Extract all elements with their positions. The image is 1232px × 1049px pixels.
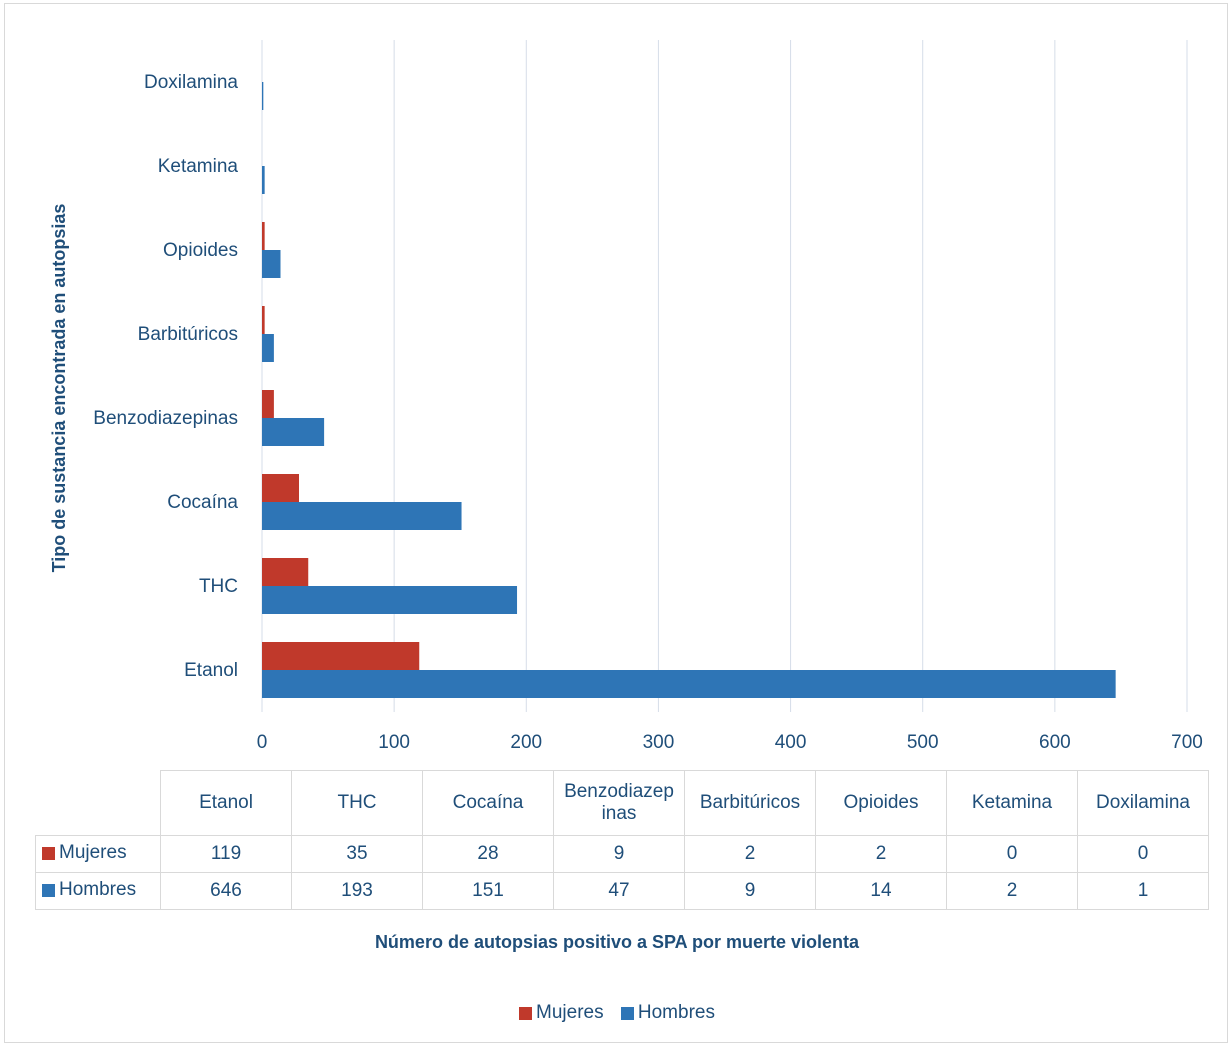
y-axis-title: Tipo de sustancia encontrada en autopsia… (49, 204, 69, 573)
x-axis-title: Número de autopsias positivo a SPA por m… (374, 932, 860, 952)
table-header-cell: Opioides (815, 770, 947, 836)
table-header-row: Etanol THC Cocaína Benzodiazep inas Barbitúr… (35, 770, 1209, 836)
x-tick-label: 200 (510, 732, 542, 753)
table-value-cell: 9 (684, 872, 816, 910)
x-tick-label: 600 (1039, 732, 1071, 753)
y-tick-label: Ketamina (158, 156, 239, 177)
bar-hombres (262, 82, 264, 110)
table-header-cell: Benzodiazep inas (553, 770, 685, 836)
bar-hombres (262, 502, 462, 530)
y-tick-label: THC (199, 576, 238, 597)
x-tick-label: 500 (907, 732, 939, 753)
bar-hombres (262, 334, 274, 362)
bar-chart-plot: 0 100 200 300 400 500 600 700 Etanol THC Cocaína Be… (49, 40, 1203, 753)
y-tick-label: Cocaína (167, 492, 238, 513)
row-key-swatch (42, 883, 55, 897)
row-key-content: Hombres (36, 879, 136, 901)
table-row: Mujeres 119 35 28 9 2 2 0 0 (35, 835, 1209, 873)
x-tick-label: 300 (643, 732, 675, 753)
table-value-cell: 151 (422, 872, 554, 910)
legend-label-mujeres: Mujeres (536, 1002, 604, 1023)
table-value-cell: 0 (1077, 835, 1209, 873)
table-header-cell: Etanol (160, 770, 292, 836)
table-header-cell: THC (291, 770, 423, 836)
bar-mujeres (262, 558, 309, 586)
y-tick-label: Etanol (184, 660, 238, 681)
bar-hombres (262, 670, 1116, 698)
table-value-cell: 47 (553, 872, 685, 910)
table-corner-cell (35, 770, 161, 836)
table-value-cell: 646 (160, 872, 292, 910)
table-value-cell: 1 (1077, 872, 1209, 910)
table-header-cell: Ketamina (946, 770, 1078, 836)
table-value-cell: 35 (291, 835, 423, 873)
bar-mujeres (262, 474, 299, 502)
bar-mujeres (262, 642, 420, 670)
row-key-content: Mujeres (36, 842, 127, 864)
table-value-cell: 119 (160, 835, 292, 873)
table-value-cell: 2 (815, 835, 947, 873)
table-row: Hombres 646 193 151 47 9 14 2 1 (35, 872, 1209, 910)
bar-hombres (262, 250, 281, 278)
x-tick-label: 100 (378, 732, 410, 753)
x-tick-label: 700 (1171, 732, 1203, 753)
table-value-cell: 0 (946, 835, 1078, 873)
table-value-cell: 9 (553, 835, 685, 873)
legend: Mujeres Hombres (5, 1002, 1229, 1026)
bar-mujeres (262, 390, 274, 418)
row-key-label: Mujeres (59, 842, 127, 864)
table-row-key: Mujeres (35, 835, 161, 873)
bar-mujeres (262, 306, 265, 334)
y-tick-label: Benzodiazepinas (93, 408, 238, 429)
y-tick-label: Barbitúricos (138, 324, 238, 345)
legend-swatch-mujeres (519, 1006, 533, 1020)
data-table: Etanol THC Cocaína Benzodiazep inas Barbitúr… (35, 770, 1209, 910)
legend-swatch-hombres (620, 1006, 634, 1020)
bar-mujeres (262, 222, 265, 250)
table-header-cell: Barbitúricos (684, 770, 816, 836)
y-tick-label: Doxilamina (144, 72, 238, 93)
table-row-key: Hombres (35, 872, 161, 910)
x-tick-label: 400 (775, 732, 807, 753)
legend-label-hombres: Hombres (637, 1002, 715, 1023)
table-value-cell: 14 (815, 872, 947, 910)
row-key-label: Hombres (59, 879, 137, 901)
legend-item-mujeres: Mujeres (519, 1002, 604, 1024)
table-value-cell: 193 (291, 872, 423, 910)
table-value-cell: 2 (684, 835, 816, 873)
chart-container: 0 100 200 300 400 500 600 700 Etanol THC Cocaína Be… (4, 3, 1228, 1043)
y-tick-label: Opioides (163, 240, 238, 261)
bar-hombres (262, 586, 518, 614)
table-header-cell: Cocaína (422, 770, 554, 836)
bar-hombres (262, 166, 265, 194)
table-value-cell: 28 (422, 835, 554, 873)
table-header-cell: Doxilamina (1077, 770, 1209, 836)
x-tick-label: 0 (257, 732, 268, 753)
row-key-swatch (42, 846, 55, 860)
bar-hombres (262, 418, 325, 446)
table-value-cell: 2 (946, 872, 1078, 910)
legend-item-hombres: Hombres (620, 1002, 715, 1024)
